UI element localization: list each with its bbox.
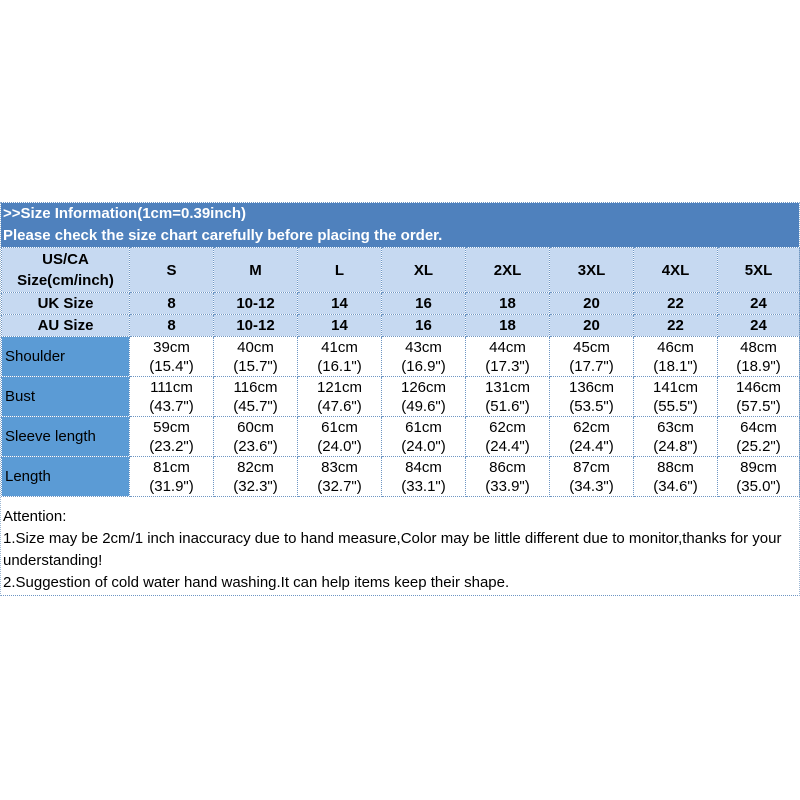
table-cell: 39cm (15.4") <box>129 336 214 377</box>
table-cell: 43cm (16.9") <box>381 336 466 377</box>
table-cell: 18 <box>465 314 550 337</box>
column-header-s: S <box>129 247 214 293</box>
table-row-length: Length 81cm (31.9") 82cm (32.3") 83cm (3… <box>1 456 800 497</box>
table-row-shoulder: Shoulder 39cm (15.4") 40cm (15.7") 41cm … <box>1 336 800 377</box>
table-row-au-size: AU Size 8 10-12 14 16 18 20 22 24 <box>1 314 800 337</box>
column-header-m: M <box>213 247 298 293</box>
table-cell: 61cm (24.0") <box>297 416 382 457</box>
size-info-content-block: >>Size Information(1cm=0.39inch) Please … <box>0 202 800 596</box>
size-info-banner: >>Size Information(1cm=0.39inch) Please … <box>1 203 799 247</box>
table-cell: 111cm (43.7") <box>129 376 214 417</box>
table-cell: 146cm (57.5") <box>717 376 800 417</box>
table-cell: 41cm (16.1") <box>297 336 382 377</box>
attention-title: Attention: <box>3 508 67 525</box>
table-cell: 62cm (24.4") <box>465 416 550 457</box>
banner-title: >>Size Information(1cm=0.39inch) <box>3 205 246 222</box>
table-cell: 82cm (32.3") <box>213 456 298 497</box>
table-row-uk-size: UK Size 8 10-12 14 16 18 20 22 24 <box>1 292 800 315</box>
table-row-bust: Bust 111cm (43.7") 116cm (45.7") 121cm (… <box>1 376 800 417</box>
table-cell: 16 <box>381 292 466 315</box>
table-cell: 83cm (32.7") <box>297 456 382 497</box>
table-cell: 10-12 <box>213 292 298 315</box>
table-cell: 40cm (15.7") <box>213 336 298 377</box>
table-cell: 81cm (31.9") <box>129 456 214 497</box>
table-header-row: US/CA Size(cm/inch) S M L XL 2XL 3XL 4XL… <box>1 247 800 293</box>
row-label-au-size: AU Size <box>1 314 130 337</box>
row-label-bust: Bust <box>1 376 130 417</box>
attention-note-1: 1.Size may be 2cm/1 inch inaccuracy due … <box>3 530 782 569</box>
table-cell: 64cm (25.2") <box>717 416 800 457</box>
table-cell: 62cm (24.4") <box>549 416 634 457</box>
table-cell: 20 <box>549 292 634 315</box>
table-cell: 48cm (18.9") <box>717 336 800 377</box>
column-header-4xl: 4XL <box>633 247 718 293</box>
table-cell: 89cm (35.0") <box>717 456 800 497</box>
table-cell: 24 <box>717 292 800 315</box>
row-label-length: Length <box>1 456 130 497</box>
table-cell: 126cm (49.6") <box>381 376 466 417</box>
table-cell: 86cm (33.9") <box>465 456 550 497</box>
table-cell: 22 <box>633 292 718 315</box>
table-cell: 87cm (34.3") <box>549 456 634 497</box>
attention-note-2: 2.Suggestion of cold water hand washing.… <box>3 574 510 591</box>
column-header-xl: XL <box>381 247 466 293</box>
table-cell: 20 <box>549 314 634 337</box>
table-cell: 61cm (24.0") <box>381 416 466 457</box>
corner-header-cell: US/CA Size(cm/inch) <box>1 247 130 293</box>
table-cell: 116cm (45.7") <box>213 376 298 417</box>
table-cell: 14 <box>297 292 382 315</box>
row-label-sleeve-length: Sleeve length <box>1 416 130 457</box>
table-cell: 141cm (55.5") <box>633 376 718 417</box>
attention-section: Attention: 1.Size may be 2cm/1 inch inac… <box>1 497 799 595</box>
table-cell: 18 <box>465 292 550 315</box>
size-chart-table: US/CA Size(cm/inch) S M L XL 2XL 3XL 4XL… <box>1 247 800 497</box>
row-label-shoulder: Shoulder <box>1 336 130 377</box>
column-header-2xl: 2XL <box>465 247 550 293</box>
table-cell: 8 <box>129 292 214 315</box>
table-cell: 63cm (24.8") <box>633 416 718 457</box>
table-cell: 59cm (23.2") <box>129 416 214 457</box>
table-cell: 24 <box>717 314 800 337</box>
row-label-uk-size: UK Size <box>1 292 130 315</box>
table-cell: 44cm (17.3") <box>465 336 550 377</box>
column-header-3xl: 3XL <box>549 247 634 293</box>
table-cell: 88cm (34.6") <box>633 456 718 497</box>
table-cell: 8 <box>129 314 214 337</box>
banner-subtitle: Please check the size chart carefully be… <box>3 227 443 244</box>
column-header-5xl: 5XL <box>717 247 800 293</box>
table-cell: 121cm (47.6") <box>297 376 382 417</box>
table-row-sleeve-length: Sleeve length 59cm (23.2") 60cm (23.6") … <box>1 416 800 457</box>
table-cell: 46cm (18.1") <box>633 336 718 377</box>
table-cell: 60cm (23.6") <box>213 416 298 457</box>
table-cell: 84cm (33.1") <box>381 456 466 497</box>
table-cell: 22 <box>633 314 718 337</box>
table-cell: 131cm (51.6") <box>465 376 550 417</box>
column-header-l: L <box>297 247 382 293</box>
table-cell: 16 <box>381 314 466 337</box>
table-cell: 45cm (17.7") <box>549 336 634 377</box>
table-cell: 14 <box>297 314 382 337</box>
table-cell: 136cm (53.5") <box>549 376 634 417</box>
table-cell: 10-12 <box>213 314 298 337</box>
